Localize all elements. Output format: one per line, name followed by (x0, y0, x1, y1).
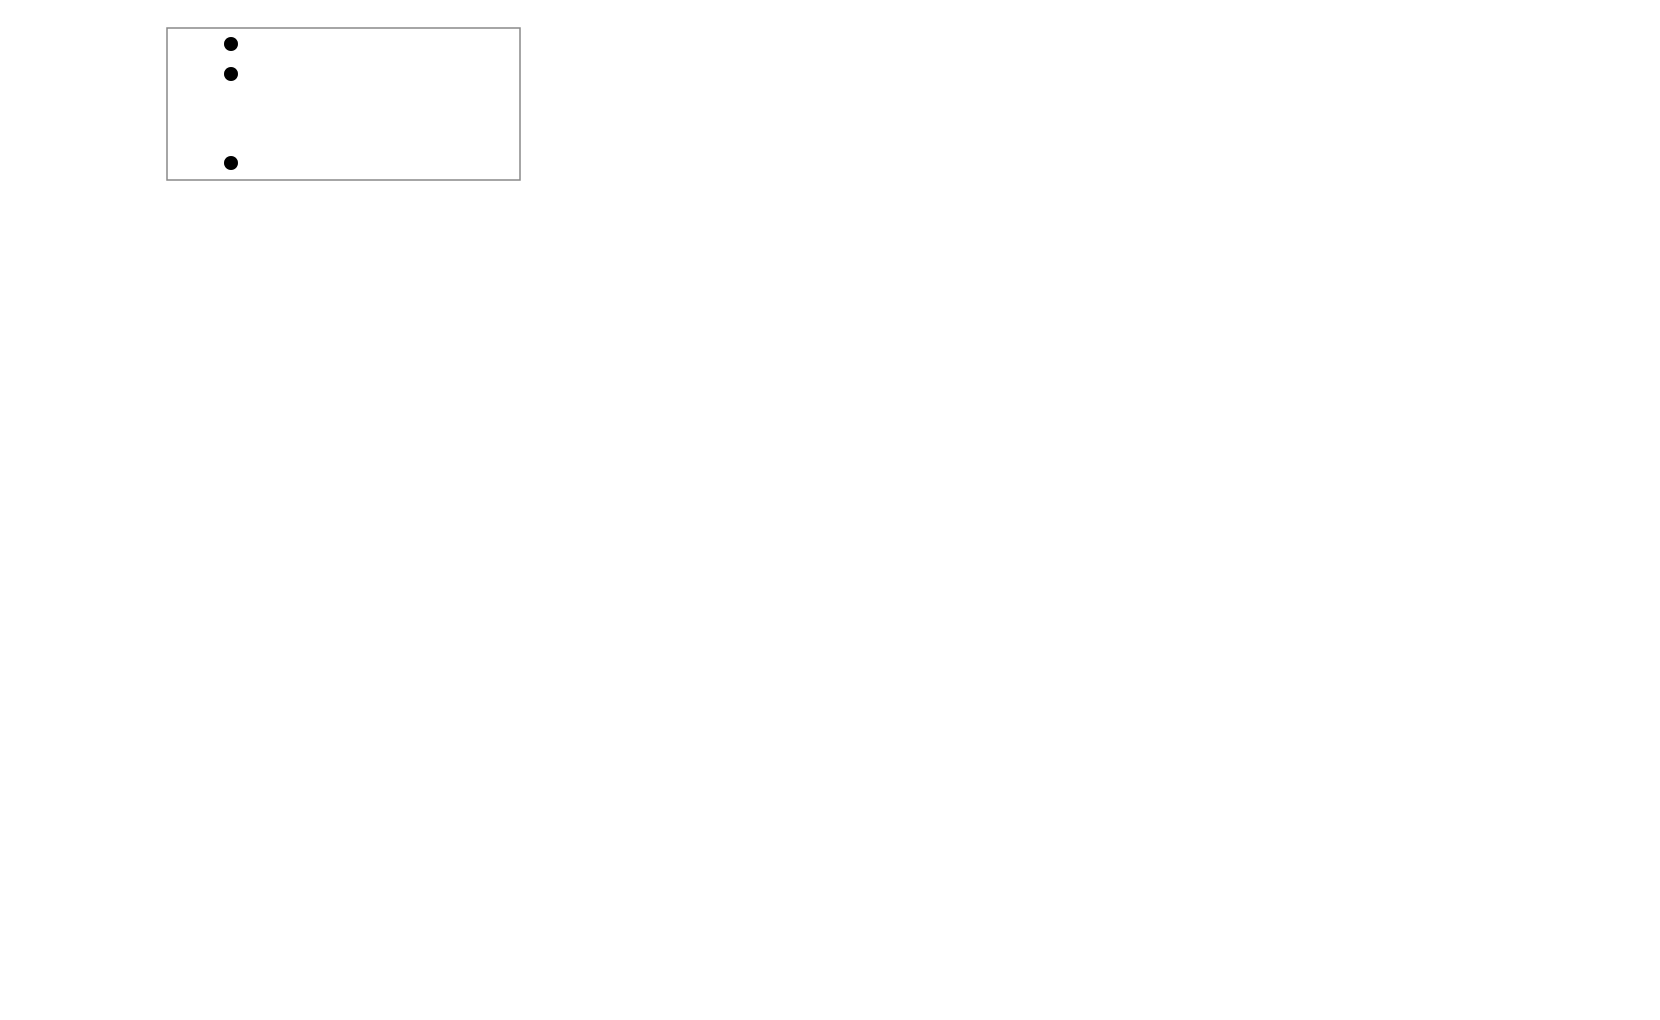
legend-marker-icon (224, 156, 238, 170)
legend-item-bandpassed (224, 67, 238, 81)
legend-item-theortide (224, 156, 238, 170)
legend-marker-icon (224, 67, 238, 81)
legend (166, 27, 521, 181)
legend-box (166, 27, 521, 181)
legend-item-pressure (224, 37, 238, 51)
legend-marker-icon (224, 37, 238, 51)
